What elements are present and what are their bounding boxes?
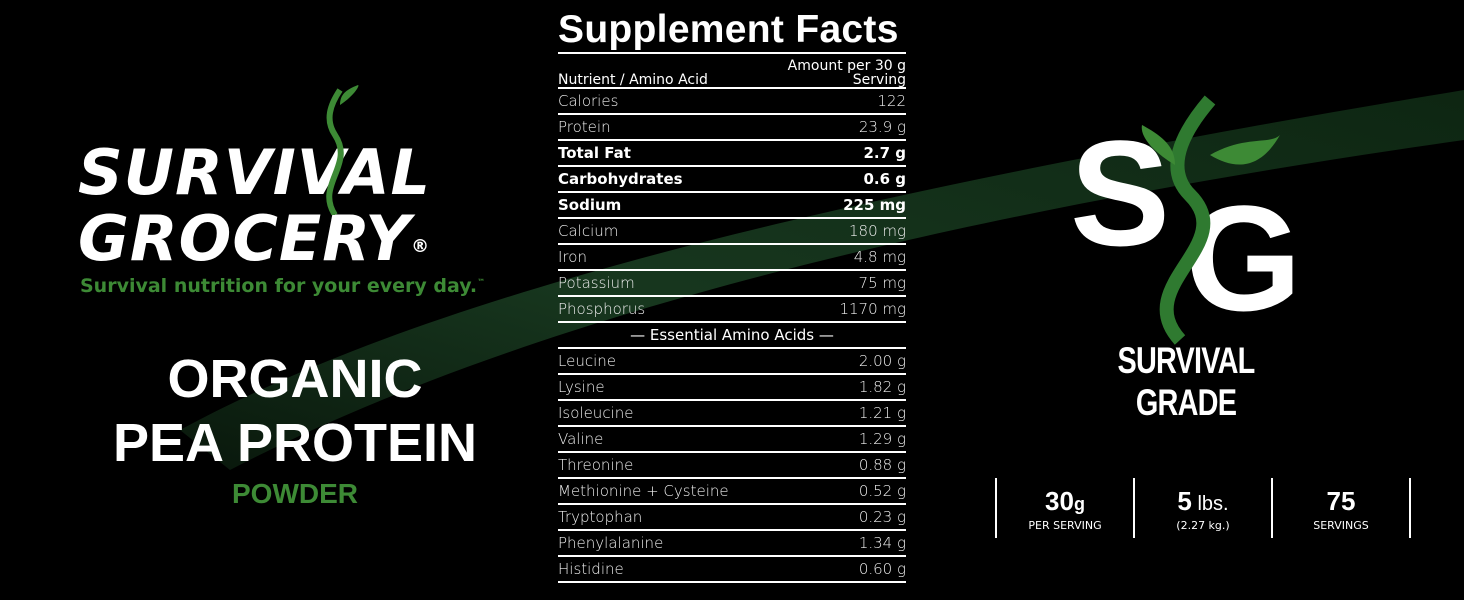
facts-row: Iron 4.8 mg — [558, 245, 906, 271]
supplement-facts-table: Supplement Facts Nutrient / Amino Acid A… — [558, 8, 906, 583]
product-line3: POWDER — [232, 478, 358, 509]
nutrient-name: Histidine — [558, 560, 624, 578]
nutrient-name: Threonine — [558, 456, 634, 474]
nutrient-name: Protein — [558, 118, 611, 136]
stat-unit: g — [1073, 494, 1085, 514]
nutrient-value: 122 — [877, 92, 906, 110]
stat-item: 30g PER SERVING — [995, 478, 1133, 538]
tagline: Survival nutrition for your every day.™ — [80, 275, 485, 297]
nutrient-name: Iron — [558, 248, 587, 266]
nutrient-value: 1.29 g — [858, 430, 906, 448]
nutrient-value: 0.52 g — [858, 482, 906, 500]
stat-label: (2.27 kg.) — [1176, 519, 1230, 532]
nutrient-name: Calcium — [558, 222, 619, 240]
nutrient-name: Phenylalanine — [558, 534, 664, 552]
brand-line2: GROCERY — [78, 202, 412, 275]
facts-title: Supplement Facts — [558, 8, 899, 51]
survival-grade-logo: S G — [1070, 95, 1302, 345]
nutrient-name: Carbohydrates — [558, 170, 683, 188]
nutrient-name: Isoleucine — [558, 404, 634, 422]
stat-unit: lbs. — [1191, 493, 1229, 515]
facts-row: Carbohydrates 0.6 g — [558, 167, 906, 193]
registered-mark: ® — [411, 236, 431, 257]
nutrient-value: 1.34 g — [858, 534, 906, 552]
nutrient-name: Total Fat — [558, 144, 631, 162]
tagline-text: Survival nutrition for your every day. — [80, 275, 478, 297]
product-stats: 30g PER SERVING 5 lbs. (2.27 kg.) 75 SERVINGS — [995, 478, 1411, 538]
brand-logo: SURVIVAL GROCERY® — [78, 85, 528, 275]
facts-row: Phosphorus 1170 mg — [558, 297, 906, 323]
col-nutrient: Nutrient / Amino Acid — [558, 72, 708, 88]
stat-label: SERVINGS — [1313, 519, 1369, 532]
facts-row: Threonine 0.88 g — [558, 453, 906, 479]
nutrient-value: 0.23 g — [858, 508, 906, 526]
nutrient-value: 4.8 mg — [853, 248, 906, 266]
nutrient-name: Potassium — [558, 274, 635, 292]
nutrient-value: 2.7 g — [863, 144, 906, 162]
nutrient-value: 1.21 g — [858, 404, 906, 422]
facts-row: Calcium 180 mg — [558, 219, 906, 245]
nutrient-name: Lysine — [558, 378, 605, 396]
facts-header: Nutrient / Amino Acid Amount per 30 g Ser… — [558, 52, 906, 89]
nutrient-value: 2.00 g — [858, 352, 906, 370]
nutrient-value: 0.60 g — [858, 560, 906, 578]
product-line1: ORGANIC — [167, 349, 423, 409]
stat-value: 30 — [1045, 486, 1074, 516]
facts-row: Lysine 1.82 g — [558, 375, 906, 401]
facts-row: Total Fat 2.7 g — [558, 141, 906, 167]
nutrient-value: 225 mg — [843, 196, 906, 214]
nutrient-name: Valine — [558, 430, 604, 448]
survival-grade-label: SURVIVAL GRADE — [1117, 340, 1255, 423]
nutrient-value: 0.88 g — [858, 456, 906, 474]
stat-value: 5 — [1177, 486, 1192, 516]
nutrient-name: Calories — [558, 92, 619, 110]
nutrient-value: 180 mg — [848, 222, 906, 240]
facts-row: Isoleucine 1.21 g — [558, 401, 906, 427]
facts-row: Leucine 2.00 g — [558, 349, 906, 375]
nutrient-name: Methionine + Cysteine — [558, 482, 729, 500]
nutrient-name: Phosphorus — [558, 300, 646, 318]
facts-row: Tryptophan 0.23 g — [558, 505, 906, 531]
nutrient-value: 1.82 g — [858, 378, 906, 396]
nutrient-name: Tryptophan — [558, 508, 643, 526]
brand-line1: SURVIVAL — [78, 136, 432, 209]
logo-letter-g: G — [1185, 174, 1302, 342]
stat-item: 75 SERVINGS — [1271, 478, 1411, 538]
facts-row: Valine 1.29 g — [558, 427, 906, 453]
stat-item: 5 lbs. (2.27 kg.) — [1133, 478, 1271, 538]
dna-leaf-icon — [326, 85, 359, 215]
facts-row: Phenylalanine 1.34 g — [558, 531, 906, 557]
nutrient-value: 1170 mg — [839, 300, 906, 318]
stat-label: PER SERVING — [1028, 519, 1102, 532]
section-amino-acids: — Essential Amino Acids — — [558, 323, 906, 349]
nutrient-value: 75 mg — [858, 274, 906, 292]
facts-row: Sodium 225 mg — [558, 193, 906, 219]
col-amount: Amount per 30 g — [787, 58, 906, 74]
nutrient-name: Leucine — [558, 352, 616, 370]
nutrient-value: 0.6 g — [863, 170, 906, 188]
stat-value: 75 — [1326, 486, 1356, 516]
facts-row: Methionine + Cysteine 0.52 g — [558, 479, 906, 505]
facts-row: Calories 122 — [558, 89, 906, 115]
facts-row: Potassium 75 mg — [558, 271, 906, 297]
nutrient-value: 23.9 g — [858, 118, 906, 136]
nutrient-name: Sodium — [558, 196, 622, 214]
facts-row: Histidine 0.60 g — [558, 557, 906, 583]
product-line2: PEA PROTEIN — [112, 413, 478, 473]
facts-row: Protein 23.9 g — [558, 115, 906, 141]
col-serving: Serving — [852, 72, 906, 88]
trademark: ™ — [477, 277, 486, 287]
